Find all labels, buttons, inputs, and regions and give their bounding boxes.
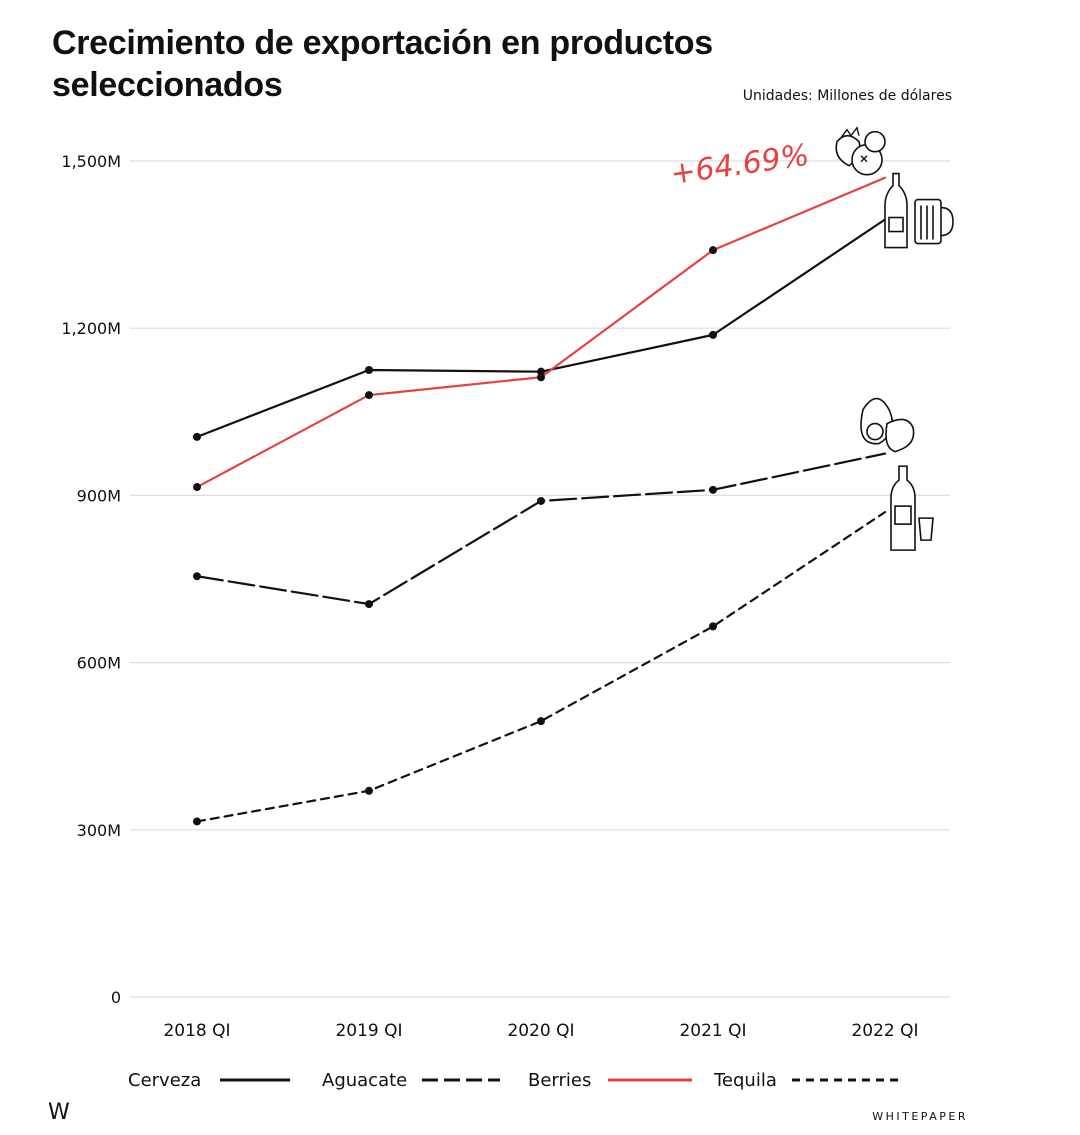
data-point-cerveza xyxy=(709,330,717,339)
legend-label: Berries xyxy=(528,1070,591,1091)
units-label: Unidades: Millones de dólares xyxy=(742,88,952,104)
x-tick-label: 2021 QI xyxy=(679,1021,746,1041)
legend: Cerveza Aguacate Berries Tequila xyxy=(128,1070,898,1091)
legend-item-tequila: Tequila xyxy=(713,1070,898,1091)
data-point-aguacate xyxy=(193,572,201,581)
data-point-aguacate xyxy=(365,600,373,609)
grid-lines xyxy=(130,160,950,998)
x-tick-label: 2022 QI xyxy=(851,1021,918,1041)
series-line-berries xyxy=(195,176,887,489)
berries-icon xyxy=(835,126,886,176)
legend-item-aguacate: Aguacate xyxy=(322,1070,500,1091)
legend-label: Cerveza xyxy=(128,1070,201,1091)
legend-label: Tequila xyxy=(713,1070,777,1091)
legend-label: Aguacate xyxy=(322,1070,407,1091)
series-icons xyxy=(835,126,954,551)
brand-logo: W xyxy=(48,1100,70,1125)
avocado-icon xyxy=(860,397,915,453)
y-tick-label: 0 xyxy=(111,988,121,1007)
x-axis: 2018 QI 2019 QI 2020 QI 2021 QI 2022 QI xyxy=(163,1021,918,1041)
x-tick-label: 2019 QI xyxy=(335,1021,402,1041)
data-point-aguacate xyxy=(709,485,717,494)
data-point-berries xyxy=(537,373,545,382)
data-point-tequila xyxy=(537,717,545,726)
data-point-tequila xyxy=(365,786,373,795)
beer-bottle-mug-icon xyxy=(884,172,954,249)
series-lines xyxy=(193,176,887,826)
annotations: +64.69% xyxy=(668,138,811,192)
y-tick-label: 300M xyxy=(77,821,121,840)
data-point-berries xyxy=(709,246,717,255)
tequila-bottle-icon xyxy=(890,465,934,551)
growth-annotation: +64.69% xyxy=(668,138,811,192)
data-point-cerveza xyxy=(365,366,373,374)
x-tick-label: 2020 QI xyxy=(507,1021,574,1041)
y-tick-label: 1,200M xyxy=(61,319,121,338)
data-point-berries xyxy=(193,483,201,492)
data-point-cerveza xyxy=(537,367,545,376)
y-axis: 0 300M 600M 900M 1,200M 1,500M xyxy=(61,152,121,1007)
data-point-berries xyxy=(365,391,373,400)
chart-title: Crecimiento de exportación en productos … xyxy=(52,24,713,104)
y-tick-label: 1,500M xyxy=(61,152,121,171)
legend-item-berries: Berries xyxy=(528,1070,692,1091)
y-tick-label: 600M xyxy=(77,654,121,673)
y-tick-label: 900M xyxy=(77,486,121,505)
data-point-aguacate xyxy=(537,496,545,505)
brand-name: WHITEPAPER xyxy=(872,1110,968,1123)
series-line-tequila xyxy=(195,511,887,823)
legend-item-cerveza: Cerveza xyxy=(128,1070,290,1091)
x-tick-label: 2018 QI xyxy=(163,1021,230,1041)
data-point-tequila xyxy=(193,817,201,826)
data-point-tequila xyxy=(709,622,717,631)
data-point-cerveza xyxy=(193,432,201,441)
